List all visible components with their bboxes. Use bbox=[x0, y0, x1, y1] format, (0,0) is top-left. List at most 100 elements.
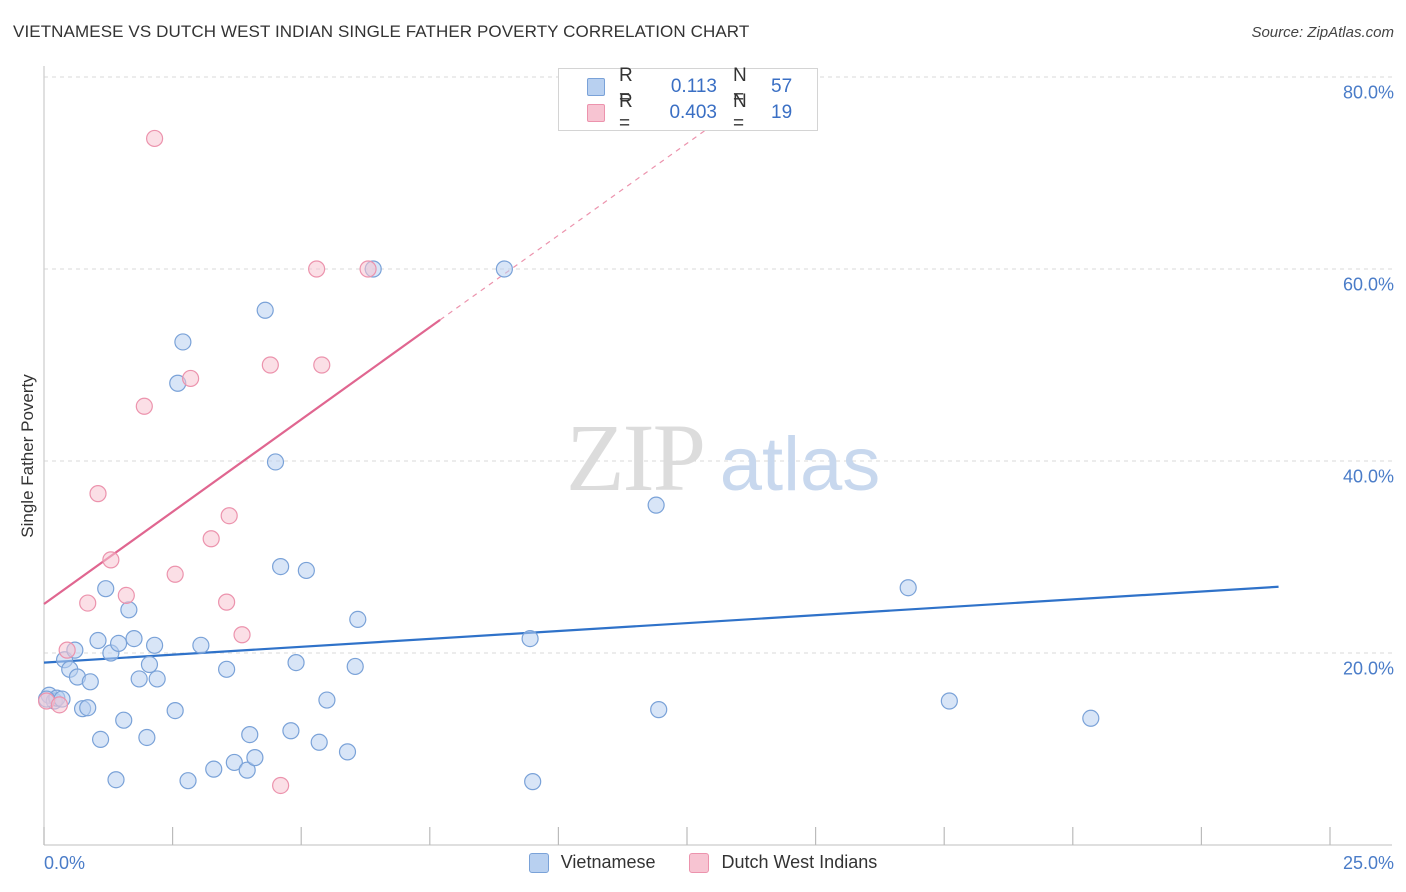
point-vietnamese bbox=[115, 711, 133, 729]
y-tick-label: 40.0% bbox=[1342, 466, 1394, 487]
point-vietnamese bbox=[241, 725, 259, 744]
point-dutch-west-indians bbox=[261, 356, 279, 374]
legend-r-value: 0.113 bbox=[670, 76, 717, 97]
axes bbox=[43, 66, 1392, 846]
point-vietnamese bbox=[81, 673, 99, 691]
point-dutch-west-indians bbox=[50, 696, 69, 714]
point-vietnamese bbox=[318, 691, 336, 709]
point-vietnamese bbox=[287, 653, 305, 672]
series-legend-dutch-west-indians[interactable]: Dutch West Indians bbox=[689, 852, 877, 873]
legend-n-value: 19 bbox=[771, 102, 793, 123]
point-dutch-west-indians bbox=[145, 129, 164, 148]
y-tick-label: 80.0% bbox=[1342, 82, 1394, 103]
point-vietnamese bbox=[521, 629, 539, 648]
point-dutch-west-indians bbox=[233, 626, 251, 644]
watermark: ZIP atlas bbox=[566, 404, 880, 511]
point-vietnamese bbox=[282, 722, 300, 740]
y-tick-label: 20.0% bbox=[1342, 658, 1394, 679]
point-vietnamese bbox=[166, 701, 184, 720]
x-tick-label-min: 0.0% bbox=[44, 853, 86, 873]
point-dutch-west-indians bbox=[359, 260, 377, 278]
point-vietnamese bbox=[140, 655, 159, 674]
legend-row-dutch-west-indians: R = 0.403 N = 19 bbox=[587, 91, 793, 134]
point-vietnamese bbox=[225, 753, 243, 772]
point-dutch-west-indians bbox=[182, 369, 200, 388]
point-vietnamese bbox=[148, 670, 166, 688]
watermark-atlas: atlas bbox=[720, 422, 881, 507]
point-vietnamese bbox=[97, 580, 115, 598]
legend-row-vietnamese: R = 0.113 N = 57 bbox=[587, 65, 793, 108]
trendline-vietnamese bbox=[43, 585, 1279, 664]
point-dutch-west-indians bbox=[166, 565, 184, 583]
series-label: Vietnamese bbox=[560, 852, 656, 872]
watermark-zip: ZIP bbox=[566, 404, 704, 511]
point-vietnamese bbox=[79, 699, 97, 717]
point-dutch-west-indians bbox=[79, 594, 97, 612]
point-dutch-west-indians bbox=[117, 586, 135, 605]
point-vietnamese bbox=[192, 636, 210, 654]
point-dutch-west-indians bbox=[135, 397, 153, 415]
point-vietnamese bbox=[650, 701, 668, 719]
point-vietnamese bbox=[218, 660, 236, 678]
series-legend-vietnamese[interactable]: Vietnamese bbox=[528, 852, 656, 873]
point-vietnamese bbox=[138, 728, 156, 747]
point-dutch-west-indians bbox=[58, 641, 76, 659]
point-vietnamese bbox=[1082, 709, 1100, 727]
point-vietnamese bbox=[145, 636, 164, 654]
point-vietnamese bbox=[120, 601, 138, 619]
point-vietnamese bbox=[297, 561, 315, 580]
point-vietnamese bbox=[179, 772, 197, 790]
correlation-legend: R = 0.113 N = 57 R = 0.403 N = 19 bbox=[558, 65, 818, 134]
point-vietnamese bbox=[91, 730, 110, 749]
legend-n-value: 57 bbox=[771, 76, 793, 97]
point-vietnamese bbox=[524, 773, 542, 791]
y-tick-label: 60.0% bbox=[1342, 274, 1394, 295]
data-points bbox=[37, 129, 1100, 795]
point-vietnamese bbox=[256, 301, 274, 319]
grid-lines bbox=[44, 76, 1392, 654]
legend-r-key: R = bbox=[619, 65, 633, 108]
legend-n-key: N = bbox=[733, 91, 747, 134]
chart-title: VIETNAMESE VS DUTCH WEST INDIAN SINGLE F… bbox=[13, 22, 750, 41]
point-dutch-west-indians bbox=[102, 551, 120, 569]
series-swatch-blue bbox=[528, 852, 549, 873]
point-vietnamese bbox=[346, 657, 364, 676]
series-swatch-pink bbox=[689, 852, 710, 873]
point-vietnamese bbox=[647, 496, 665, 514]
point-vietnamese bbox=[109, 634, 128, 653]
series-label: Dutch West Indians bbox=[721, 852, 878, 872]
point-dutch-west-indians bbox=[202, 530, 220, 548]
point-dutch-west-indians bbox=[272, 776, 290, 795]
point-vietnamese bbox=[899, 579, 917, 597]
point-vietnamese bbox=[89, 631, 107, 650]
point-dutch-west-indians bbox=[313, 356, 331, 374]
point-vietnamese bbox=[495, 260, 513, 278]
point-vietnamese bbox=[310, 733, 328, 751]
x-tick-label-max: 25.0% bbox=[1342, 853, 1394, 873]
point-vietnamese bbox=[205, 760, 223, 778]
point-vietnamese bbox=[349, 610, 367, 629]
point-vietnamese bbox=[338, 743, 357, 761]
legend-r-value: 0.403 bbox=[669, 102, 717, 123]
point-vietnamese bbox=[174, 333, 192, 351]
point-vietnamese bbox=[266, 453, 285, 471]
point-dutch-west-indians bbox=[220, 507, 238, 525]
point-dutch-west-indians bbox=[308, 260, 326, 278]
series-legend: Vietnamese Dutch West Indians bbox=[0, 852, 1406, 873]
legend-swatch-pink bbox=[587, 104, 605, 122]
trendlines bbox=[43, 124, 1279, 664]
trendline-dutch-west-indians-extension bbox=[439, 124, 714, 321]
point-vietnamese bbox=[125, 629, 143, 648]
point-vietnamese bbox=[246, 749, 264, 767]
point-vietnamese bbox=[130, 670, 148, 688]
point-dutch-west-indians bbox=[218, 593, 236, 611]
legend-n-key: N = bbox=[733, 65, 747, 108]
chart-source: Source: ZipAtlas.com bbox=[1251, 24, 1394, 41]
legend-swatch-blue bbox=[587, 78, 605, 96]
point-vietnamese bbox=[107, 771, 125, 789]
point-vietnamese bbox=[238, 761, 256, 779]
point-vietnamese bbox=[272, 557, 290, 576]
point-dutch-west-indians bbox=[89, 485, 107, 503]
legend-r-key: R = bbox=[619, 91, 633, 134]
